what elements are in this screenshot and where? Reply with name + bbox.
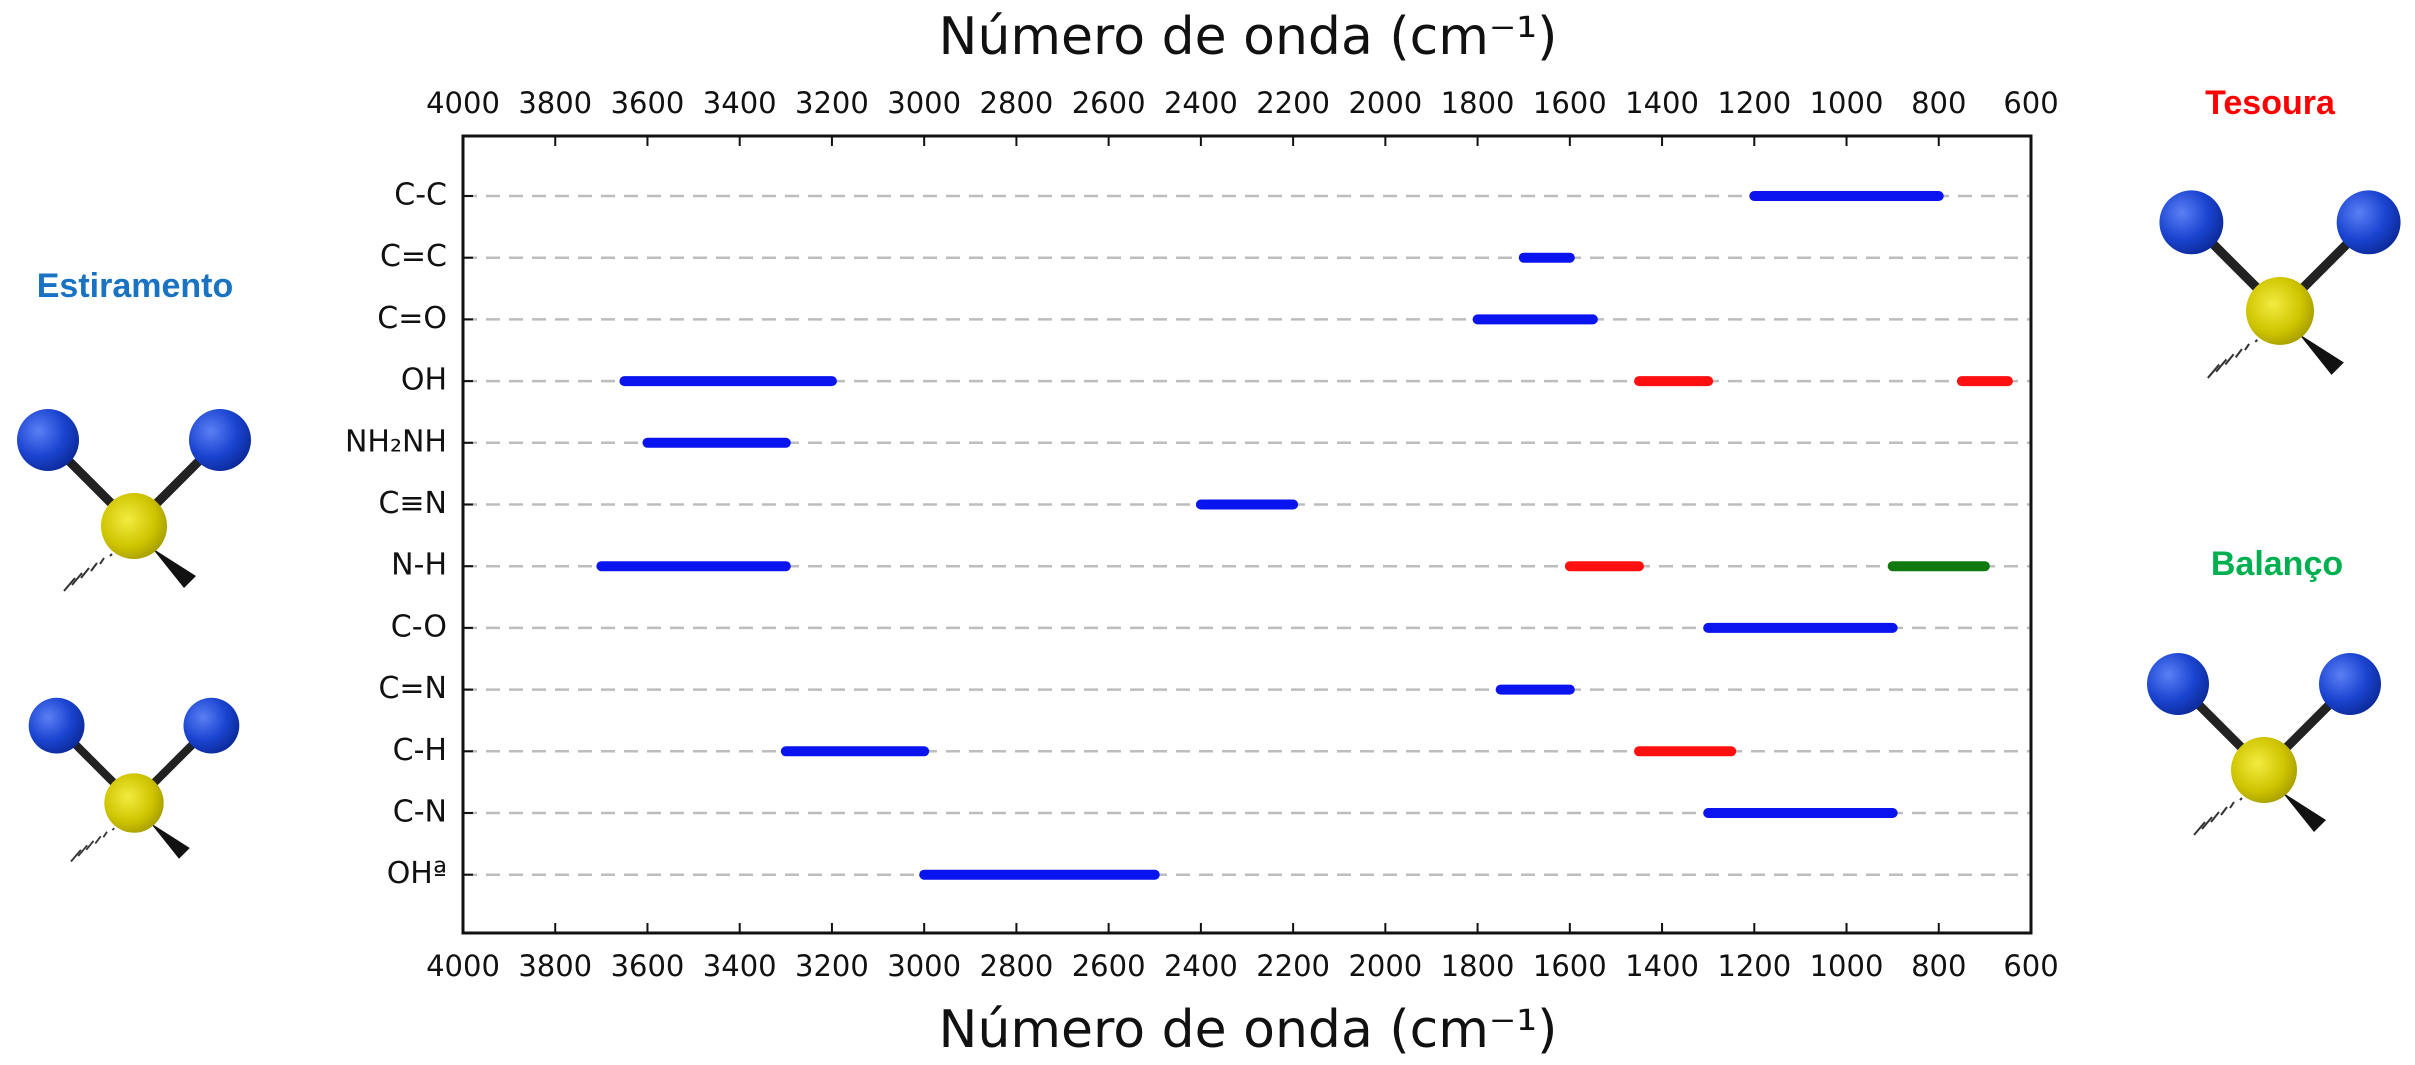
y-tick-label: C=C — [380, 239, 447, 274]
x-axis-title-top: Número de onda (cm⁻¹) — [939, 7, 1558, 67]
x-tick-label: 1800 — [1441, 949, 1515, 983]
x-tick-label: 2000 — [1348, 949, 1422, 983]
x-tick-label: 2200 — [1256, 949, 1330, 983]
x-tick-label-top: 1800 — [1441, 86, 1515, 120]
molecule-icons — [17, 190, 2401, 861]
y-tick-label: OHª — [387, 856, 447, 891]
legend-label: Estiramento — [37, 267, 234, 305]
x-tick-label: 3600 — [611, 949, 685, 983]
x-tick-label-top: 2800 — [980, 86, 1054, 120]
x-tick-label-top: 3200 — [795, 86, 869, 120]
x-tick-label: 3400 — [703, 949, 777, 983]
x-tick-label: 2600 — [1072, 949, 1146, 983]
y-tick-label: C=N — [378, 671, 447, 706]
y-tick-label: C-N — [393, 795, 447, 830]
y-tick-label: C≡N — [378, 486, 447, 521]
x-tick-label-top: 3400 — [703, 86, 777, 120]
x-tick-label: 3800 — [518, 949, 592, 983]
y-tick-label: C-O — [391, 609, 447, 644]
x-tick-label-top: 2200 — [1256, 86, 1330, 120]
x-tick-label-top: 2000 — [1348, 86, 1422, 120]
y-tick-label: NH₂NH — [345, 424, 447, 459]
x-tick-label-top: 600 — [2003, 86, 2058, 120]
x-tick-label-top: 1000 — [1810, 86, 1884, 120]
y-tick-label: C-C — [394, 178, 447, 213]
y-tick-label: OH — [401, 363, 447, 398]
x-tick-label: 600 — [2003, 949, 2058, 983]
x-tick-label: 1200 — [1717, 949, 1791, 983]
x-tick-label: 800 — [1911, 949, 1966, 983]
x-tick-label-top: 2600 — [1072, 86, 1146, 120]
x-tick-label: 4000 — [426, 949, 500, 983]
x-tick-label-top: 3600 — [611, 86, 685, 120]
x-tick-label-top: 800 — [1911, 86, 1966, 120]
plot-frame — [461, 134, 2033, 935]
y-tick-label: C=O — [377, 301, 447, 336]
x-tick-label-top: 1400 — [1625, 86, 1699, 120]
legend-label: Balanço — [2211, 545, 2343, 583]
x-tick-label-top: 4000 — [426, 86, 500, 120]
x-tick-label: 1400 — [1625, 949, 1699, 983]
x-tick-label: 2800 — [980, 949, 1054, 983]
x-tick-label-top: 3000 — [887, 86, 961, 120]
y-tick-label: N-H — [391, 548, 447, 583]
x-tick-label: 2400 — [1164, 949, 1238, 983]
y-tick-label: C-H — [393, 733, 447, 768]
legend-label: Tesoura — [2205, 84, 2336, 122]
x-tick-label-top: 2400 — [1164, 86, 1238, 120]
x-tick-label-top: 3800 — [518, 86, 592, 120]
x-tick-label: 1000 — [1810, 949, 1884, 983]
x-tick-label: 1600 — [1533, 949, 1607, 983]
x-axis-title: Número de onda (cm⁻¹) — [939, 1000, 1558, 1060]
x-tick-label-top: 1600 — [1533, 86, 1607, 120]
x-tick-label: 3000 — [887, 949, 961, 983]
x-tick-label-top: 1200 — [1717, 86, 1791, 120]
x-tick-label: 3200 — [795, 949, 869, 983]
